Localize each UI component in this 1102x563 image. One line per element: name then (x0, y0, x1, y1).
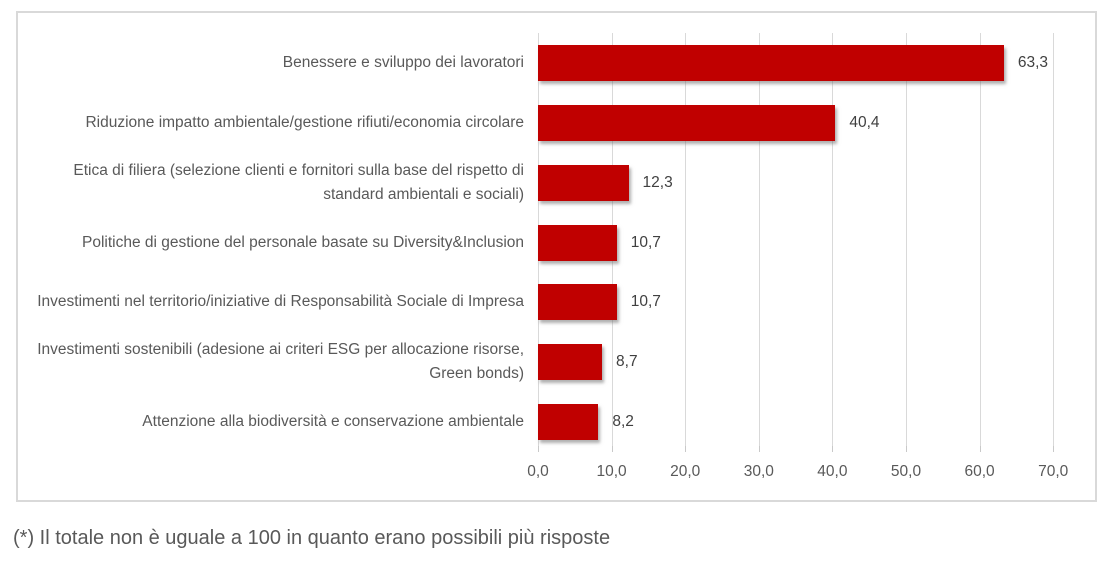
gridline-x-60,0 (979, 33, 981, 446)
value-label: 10,7 (630, 293, 661, 311)
value-label: 40,4 (849, 113, 880, 131)
gridline-x-30,0 (758, 33, 760, 446)
category-label: Benessere e sviluppo dei lavoratori (282, 53, 524, 71)
value-label: 8,7 (616, 353, 638, 371)
x-axis-label-40,0: 40,0 (817, 463, 848, 480)
bar (538, 164, 629, 201)
category-label: Investimenti nel territorio/iniziative d… (37, 293, 524, 311)
x-axis-label-30,0: 30,0 (743, 463, 774, 480)
bar (538, 224, 617, 261)
axis-tick-40,0 (832, 446, 834, 452)
x-axis-label-20,0: 20,0 (670, 463, 701, 480)
gridline-x-50,0 (906, 33, 907, 446)
x-axis-label-50,0: 50,0 (890, 463, 922, 480)
bar (538, 404, 599, 441)
axis-tick-50,0 (906, 446, 907, 452)
bar (538, 104, 836, 141)
gridline-x-40,0 (832, 33, 834, 446)
category-label: Attenzione alla biodiversità e conservaz… (142, 413, 524, 431)
axis-tick-30,0 (758, 446, 760, 452)
bar (538, 344, 603, 381)
gridline-x-20,0 (685, 33, 687, 446)
value-label: 8,2 (612, 413, 634, 431)
category-label: Politiche di gestione del personale basa… (82, 233, 524, 251)
value-label: 63,3 (1017, 53, 1049, 71)
x-axis-label-10,0: 10,0 (596, 463, 627, 480)
axis-tick-20,0 (685, 446, 687, 452)
axis-tick-10,0 (611, 446, 613, 452)
chart-footnote: (*) Il totale non è uguale a 100 in quan… (13, 527, 611, 549)
x-axis-label-60,0: 60,0 (964, 463, 995, 480)
bar (538, 284, 617, 321)
category-label: Investimenti sostenibili (adesione ai cr… (37, 341, 524, 383)
axis-tick-70,0 (1053, 446, 1055, 452)
axis-tick-60,0 (979, 446, 981, 452)
x-axis-label-70,0: 70,0 (1038, 463, 1069, 480)
axis-tick-0,0 (538, 446, 539, 452)
category-label: Etica di filiera (selezione clienti e fo… (73, 161, 524, 203)
category-label: Riduzione impatto ambientale/gestione ri… (85, 113, 524, 131)
x-axis-label-0,0: 0,0 (527, 463, 549, 480)
gridline-x-70,0 (1053, 33, 1055, 446)
bar (538, 44, 1004, 81)
value-label: 10,7 (630, 233, 661, 251)
value-label: 12,3 (642, 173, 673, 191)
